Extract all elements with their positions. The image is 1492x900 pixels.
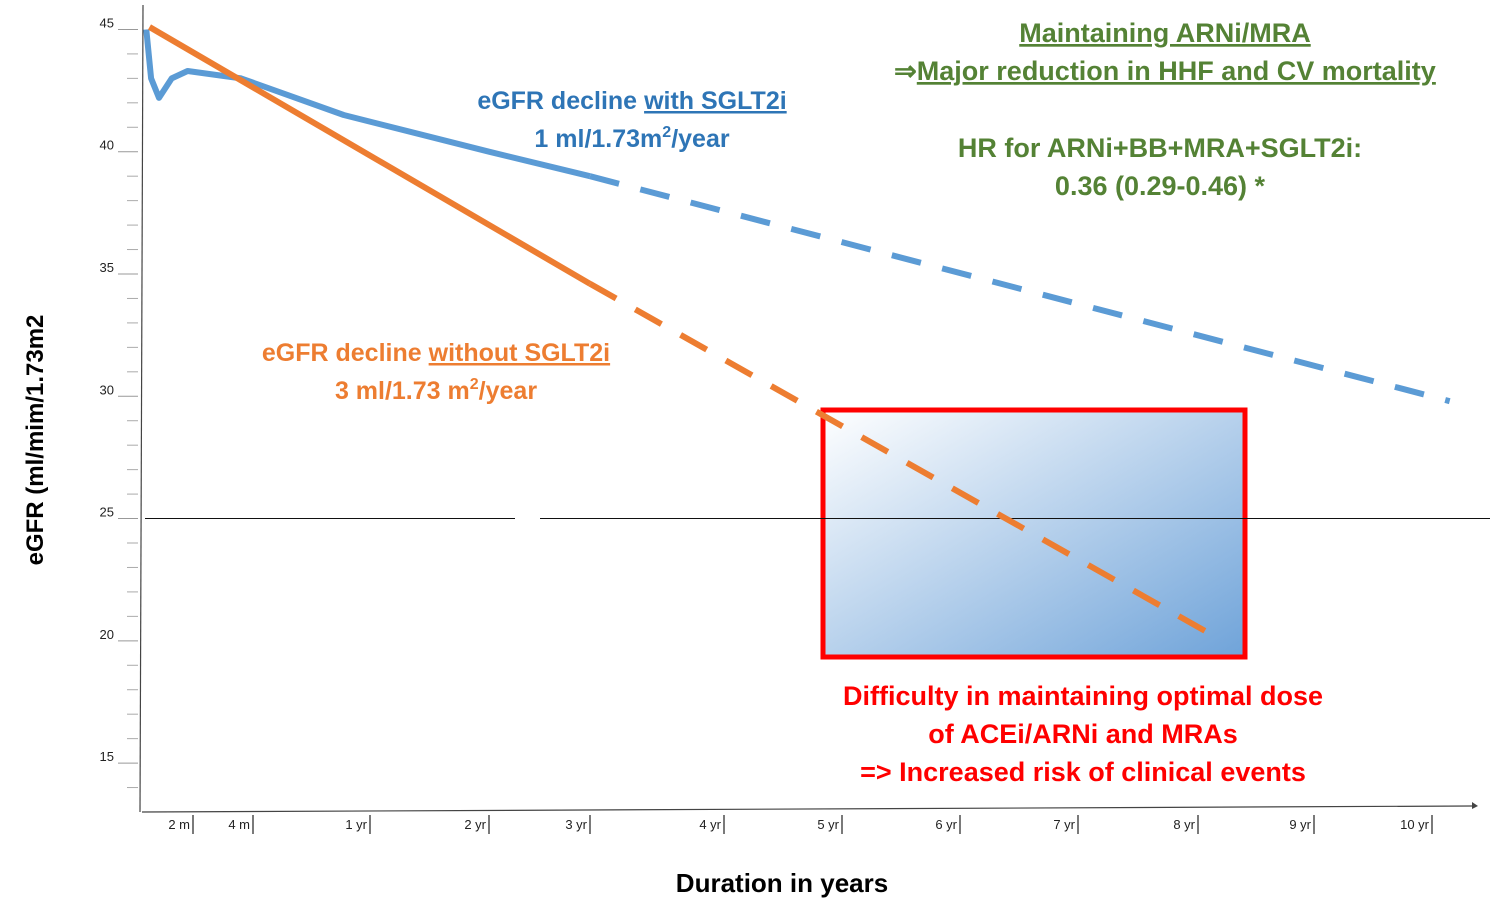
y-tick-label: 45	[100, 15, 114, 30]
series-line	[147, 24, 592, 287]
green-notes: Maintaining ARNi/MRA ⇒Major reduction in…	[894, 18, 1436, 201]
x-tick-label: 10 yr	[1400, 817, 1430, 832]
orange-rate: 3 ml/1.73 m2/year	[335, 376, 537, 405]
x-axis	[141, 805, 1473, 813]
text: 0.36 (0.29-0.46) *	[1055, 171, 1266, 201]
text: Difficulty in maintaining optimal dose	[843, 681, 1323, 711]
x-tick-label: 3 yr	[565, 817, 587, 832]
text: HR for ARNi+BB+MRA+SGLT2i:	[958, 133, 1362, 163]
x-tick-label: 9 yr	[1289, 817, 1311, 832]
text: /year	[671, 125, 730, 153]
text: Maintaining ARNi/MRA	[1019, 18, 1310, 48]
x-axis-title: Duration in years	[676, 868, 888, 898]
x-tick-label: 2 yr	[464, 817, 486, 832]
text: without SGLT2i	[428, 339, 610, 367]
text: 1 ml/1.73m	[534, 125, 662, 153]
plot	[143, 24, 1490, 637]
series-line	[143, 29, 591, 180]
y-axis-title: eGFR (ml/mim/1.73m2	[22, 315, 49, 566]
series-line	[589, 173, 1451, 405]
y-tick-label: 35	[100, 260, 114, 275]
text: ⇒Major reduction in HHF and CV mortality	[894, 56, 1436, 86]
text: of ACEi/ARNi and MRAs	[928, 719, 1238, 749]
text: Major reduction in HHF and CV mortality	[917, 56, 1436, 86]
text: with SGLT2i	[643, 87, 787, 115]
x-tick-label: 4 m	[228, 817, 250, 832]
y-tick-label: 30	[100, 382, 114, 397]
text: => Increased risk of clinical events	[860, 757, 1306, 787]
x-tick-label: 8 yr	[1173, 817, 1195, 832]
y-axis	[139, 4, 144, 813]
x-tick-label: 5 yr	[817, 817, 839, 832]
x-tick-label: 6 yr	[935, 817, 957, 832]
series-line	[588, 281, 1212, 637]
text: /year	[479, 377, 538, 405]
text: 3 ml/1.73 m	[335, 377, 470, 405]
y-tick-label: 20	[100, 627, 114, 642]
risk-box	[820, 407, 1248, 660]
x-tick-label: 4 yr	[699, 817, 721, 832]
x-arrow	[1472, 802, 1478, 809]
x-tick-label: 7 yr	[1053, 817, 1075, 832]
x-tick-label: 2 m	[168, 817, 190, 832]
red-notes: Difficulty in maintaining optimal dose o…	[843, 681, 1323, 787]
blue-rate: 1 ml/1.73m2/year	[534, 124, 729, 153]
y-tick-label: 15	[100, 749, 114, 764]
orange-label: eGFR decline without SGLT2i	[262, 339, 610, 367]
x-tick-label: 1 yr	[345, 817, 367, 832]
y-tick-label: 40	[100, 138, 114, 153]
text: 2	[662, 124, 671, 141]
text: ⇒	[894, 56, 917, 86]
y-tick-label: 25	[100, 505, 114, 520]
text: eGFR decline	[262, 339, 422, 367]
text: 2	[470, 376, 479, 393]
text: eGFR decline	[477, 87, 637, 115]
blue-label: eGFR decline with SGLT2i	[477, 87, 786, 115]
